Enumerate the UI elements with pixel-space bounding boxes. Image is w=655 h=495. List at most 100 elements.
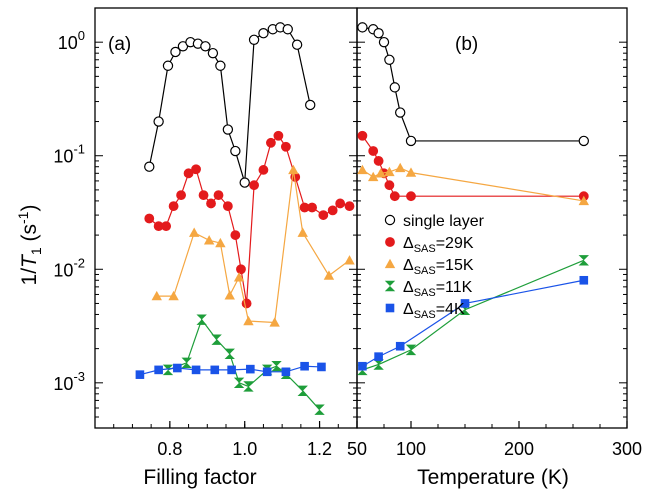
data-point-a (297, 385, 308, 397)
data-point-a (206, 198, 216, 209)
data-point-b (375, 168, 386, 178)
series-line-a (167, 318, 321, 411)
series-line-b (362, 259, 585, 371)
data-point-b (373, 156, 384, 166)
y-label-unit-sup: -1 (15, 211, 31, 224)
legend-delta: Δ (403, 257, 414, 274)
legend-label: ΔSAS=4K (403, 301, 465, 321)
x-tick-label-a: 0.8 (157, 439, 182, 459)
x-tick-label-b: 200 (504, 439, 534, 459)
data-point-a (271, 361, 282, 372)
data-point-a (144, 161, 155, 172)
data-point-a (335, 198, 346, 209)
data-point-b (395, 341, 405, 351)
data-point-b (578, 195, 589, 206)
legend-delta: Δ (403, 301, 414, 318)
data-point-a (239, 177, 250, 188)
legend-value: =4K (436, 301, 465, 318)
y-label-sub: 1 (28, 247, 44, 255)
data-point-a (215, 60, 226, 71)
series-line-b (361, 135, 584, 197)
x-tick-label-b: 100 (396, 439, 426, 459)
legend: single layerΔSAS=29KΔSAS=15KΔSAS=11KΔSAS… (384, 213, 485, 321)
data-point-b (378, 36, 390, 48)
data-point-a (198, 190, 209, 201)
x-tick-label-b: 50 (347, 439, 367, 459)
data-point-b (395, 162, 406, 173)
y-tick-base: 10 (53, 374, 73, 394)
data-point-b (357, 164, 368, 175)
data-point-a (151, 290, 162, 301)
data-point-a (170, 46, 181, 58)
data-point-a (327, 205, 338, 216)
data-point-a (241, 298, 252, 309)
y-label-unit-open: (s (18, 224, 41, 247)
legend-subscript: SAS (414, 243, 436, 255)
data-point-a (323, 270, 335, 280)
data-point-a (181, 357, 192, 369)
data-point-b (389, 191, 400, 202)
y-tick-base: 10 (53, 147, 73, 167)
data-point-a (243, 381, 254, 392)
legend-label: ΔSAS=11K (403, 279, 473, 299)
data-point-a (168, 290, 179, 301)
data-point-a (154, 365, 163, 375)
data-point-a (176, 190, 186, 201)
legend-delta: Δ (403, 235, 414, 252)
legend-subscript: SAS (414, 287, 436, 299)
data-point-a (307, 202, 317, 213)
data-point-a (191, 365, 201, 375)
legend-marker (384, 214, 396, 226)
data-point-a (297, 227, 308, 237)
panel-b: 50 100 200 300 (347, 7, 642, 459)
panel-a: 0.8 1.0 1.2 (94, 7, 358, 459)
y-tick-label: 10-1 (53, 142, 85, 167)
data-point-b (406, 191, 416, 202)
data-point-a (224, 348, 235, 360)
data-point-a (344, 201, 355, 212)
data-point-a (144, 213, 155, 224)
data-point-a (281, 367, 291, 377)
data-point-b (389, 82, 400, 93)
plot-frame-b (356, 7, 628, 429)
legend-delta: Δ (403, 279, 414, 296)
data-point-a (280, 368, 292, 380)
data-point-a (258, 165, 269, 175)
data-point-a (210, 365, 220, 375)
data-point-a (280, 141, 291, 152)
data-point-b (405, 344, 417, 356)
data-point-a (318, 210, 329, 220)
y-label-italic: T (18, 253, 41, 268)
series-line-b (362, 279, 584, 367)
data-point-a (188, 227, 200, 237)
data-point-a (243, 315, 254, 326)
data-point-a (317, 362, 326, 372)
y-label-unit-close: ) (18, 205, 41, 212)
legend-value: =11K (436, 279, 473, 296)
data-point-a (161, 221, 172, 231)
data-point-a (191, 164, 201, 175)
y-tick-exponent: -2 (73, 255, 85, 270)
legend-marker (384, 280, 396, 292)
legend-subscript: SAS (414, 265, 436, 277)
data-point-a (222, 201, 233, 212)
data-point-a (222, 124, 234, 135)
data-point-a (230, 230, 241, 240)
legend-marker (384, 258, 396, 269)
data-point-b (373, 359, 384, 370)
legend-marker (385, 237, 395, 247)
panel-label-b: (b) (455, 34, 478, 55)
data-point-a (135, 370, 145, 379)
y-tick-base: 10 (58, 33, 78, 53)
data-point-a (211, 334, 222, 345)
data-point-a (344, 255, 355, 265)
data-point-b (368, 171, 379, 182)
data-point-b (357, 130, 368, 141)
data-point-a (203, 235, 215, 245)
data-point-b (384, 166, 395, 177)
legend-label: single layer (403, 213, 485, 230)
data-point-a (314, 404, 325, 415)
x-tick-label-a: 1.0 (232, 439, 257, 459)
y-tick-exponent: 0 (78, 28, 85, 43)
